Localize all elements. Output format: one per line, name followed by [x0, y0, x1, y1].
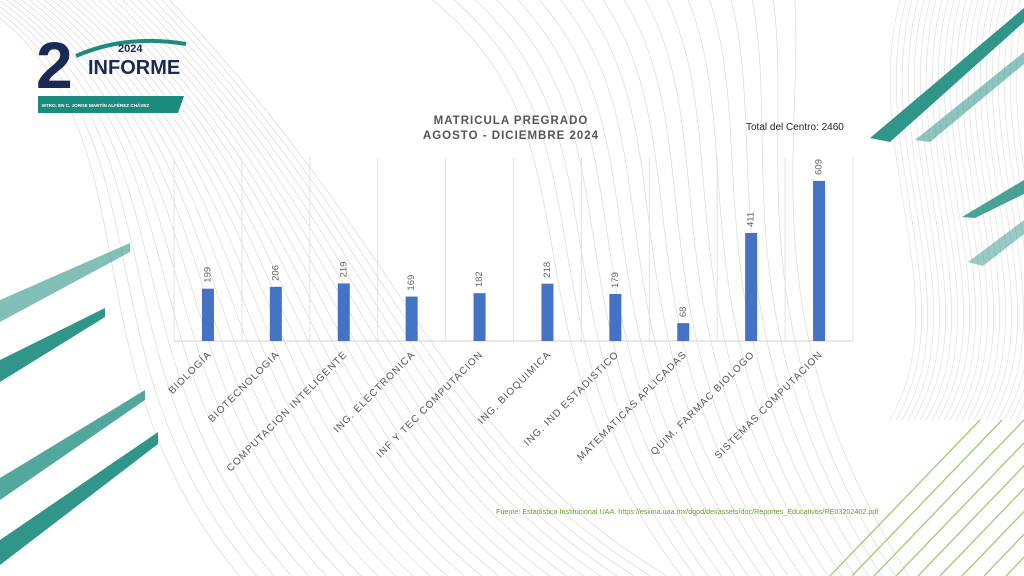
data-label: 179: [610, 272, 621, 288]
data-label: 68: [678, 307, 689, 318]
data-label: 199: [202, 267, 213, 283]
category-label: BIOTECNOLOGIA: [206, 349, 282, 425]
data-label: 218: [542, 262, 553, 278]
data-label: 206: [270, 265, 281, 281]
category-label: SISTEMAS COMPUTACION: [713, 349, 825, 461]
bars-group: [201, 180, 826, 341]
bar: [473, 293, 486, 341]
bar: [337, 283, 350, 341]
category-gridlines: [173, 157, 854, 342]
bar: [745, 232, 758, 341]
total-label: Total del Centro: 2460: [746, 122, 844, 133]
bar: [813, 180, 826, 341]
data-label: 182: [474, 271, 485, 287]
chart-title: MATRICULA PREGRADO: [434, 115, 589, 127]
category-label: INF Y TEC COMPUTACION: [375, 349, 486, 460]
teal-stripes-left: [0, 243, 158, 565]
data-label: 609: [814, 159, 825, 175]
bar: [405, 296, 418, 341]
logo-ribbon: [38, 96, 184, 113]
chart-subtitle: AGOSTO - DICIEMBRE 2024: [423, 130, 599, 142]
logo-word: INFORME: [88, 57, 180, 79]
green-diagonal-lines: [829, 419, 1024, 576]
category-label: MATEMATICAS APLICADAS: [575, 349, 689, 463]
bar: [269, 286, 282, 341]
data-labels-group: 199 206 219 169 182 218 179 68 411 609: [202, 159, 824, 317]
data-label: 219: [338, 262, 349, 278]
logo-subtitle: MTRO. EN C. JORGE MARTÍN ALFÉREZ CHÁVEZ: [42, 101, 149, 108]
informe-logo: 2 2024 INFORME MTRO. EN C. JORGE MARTÍN …: [36, 28, 187, 113]
bar: [541, 283, 554, 341]
data-label: 411: [746, 212, 757, 227]
category-label: BIOLOGÍA: [165, 348, 214, 397]
data-label: 169: [406, 275, 417, 291]
category-label: ING. BIOQUIMICA: [476, 349, 553, 426]
category-label: COMPUTACION INTELIGENTE: [225, 349, 350, 474]
teal-stripes-right: [870, 8, 1024, 266]
logo-year: 2024: [118, 43, 143, 55]
bar: [677, 323, 690, 341]
bar: [201, 288, 214, 341]
logo-number: 2: [36, 28, 73, 102]
source-note: Fuente: Estadística Institucional UAA. h…: [496, 507, 879, 516]
bar: [609, 293, 622, 341]
